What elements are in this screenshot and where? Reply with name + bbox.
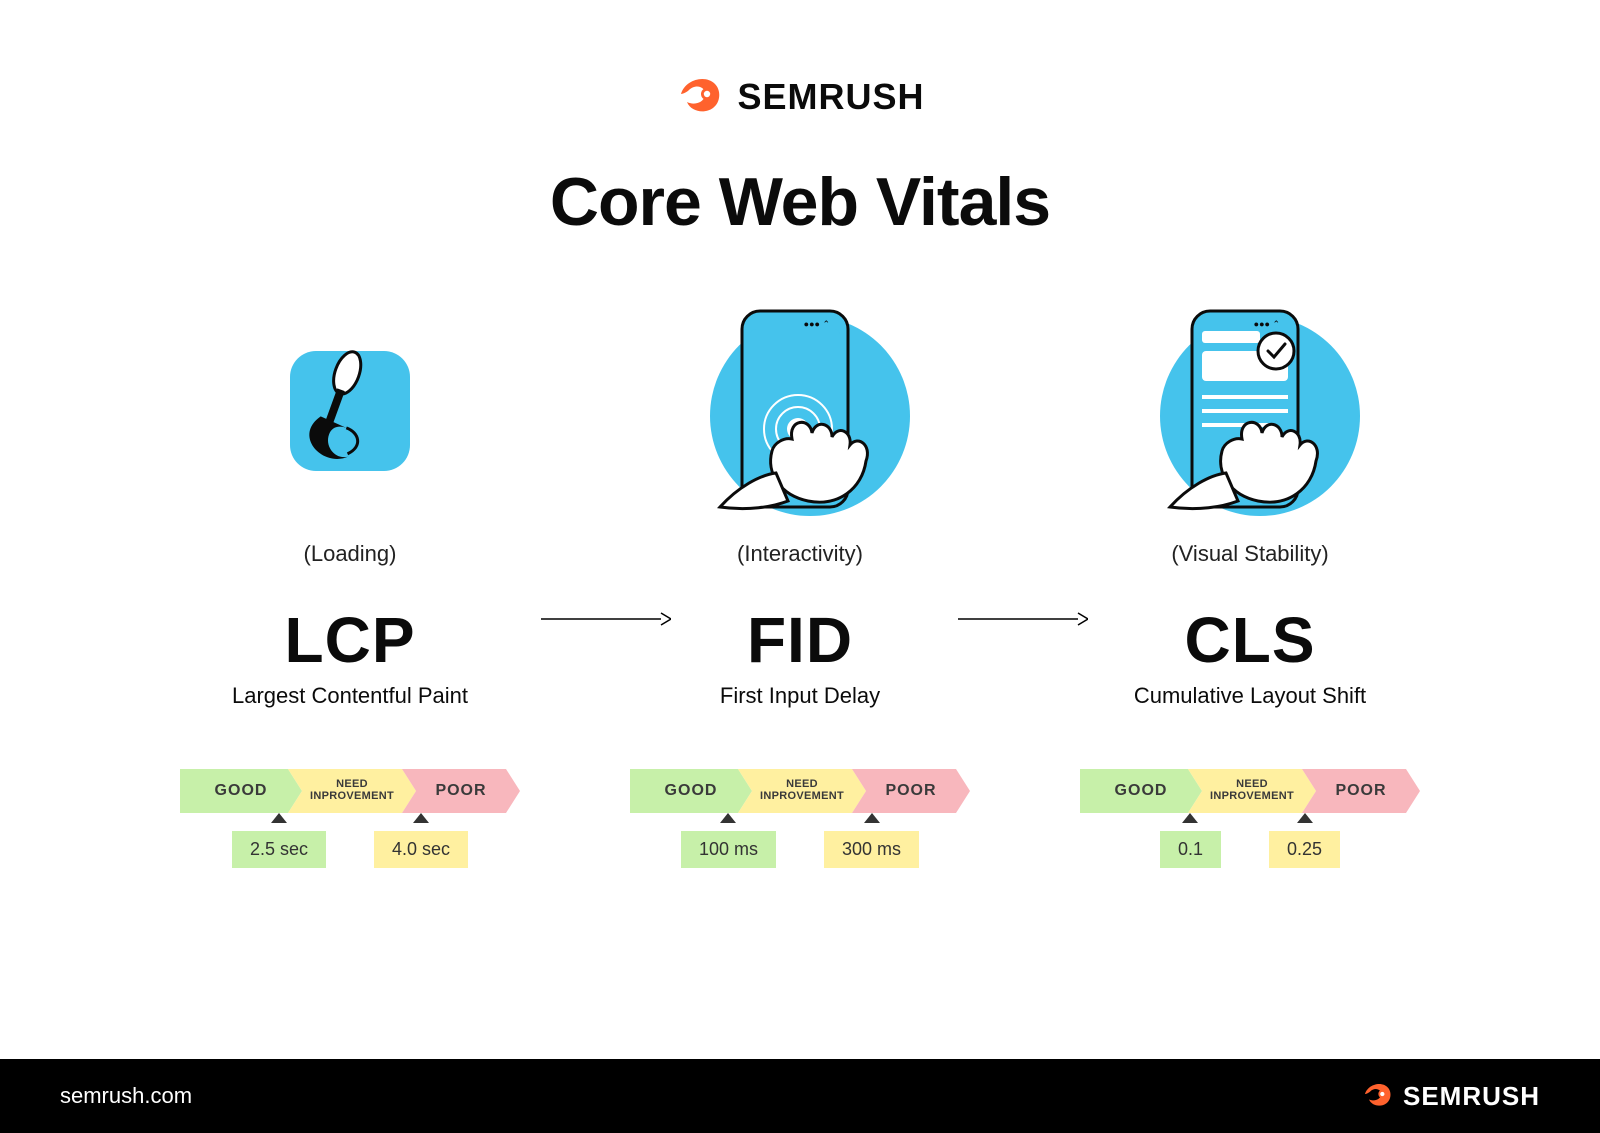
threshold-row: 0.1 0.25 [1160, 831, 1340, 868]
scale-good: GOOD [180, 769, 302, 813]
metric-fullname: Cumulative Layout Shift [1134, 683, 1366, 709]
footer-brand-name: SEMRUSH [1403, 1081, 1540, 1112]
chevron-row: GOOD NEEDINPROVEMENT POOR [180, 769, 520, 813]
header: SEMRUSH [80, 0, 1520, 123]
chevron-row: GOOD NEEDINPROVEMENT POOR [1080, 769, 1420, 813]
threshold-row: 100 ms 300 ms [681, 831, 919, 868]
scale-good: GOOD [630, 769, 752, 813]
scale-poor: POOR [852, 769, 970, 813]
metric-cls: ●●● ⌃ (Visual Stability) CLS Cumulative … [1070, 301, 1430, 868]
scale-poor: POOR [402, 769, 520, 813]
threshold-good: 0.1 [1160, 831, 1221, 868]
threshold-need: 0.25 [1269, 831, 1340, 868]
scale-need: NEEDINPROVEMENT [738, 769, 866, 813]
hand-phone-check-icon: ●●● ⌃ [1130, 301, 1370, 521]
metric-fullname: Largest Contentful Paint [232, 683, 468, 709]
metric-abbr: LCP [285, 603, 416, 677]
metric-subtitle: (Loading) [304, 541, 397, 567]
metric-lcp: (Loading) LCP Largest Contentful Paint G… [170, 301, 530, 868]
footer: semrush.com SEMRUSH [0, 1059, 1600, 1133]
page-title: Core Web Vitals [80, 163, 1520, 241]
threshold-row: 2.5 sec 4.0 sec [232, 831, 468, 868]
metric-scale: GOOD NEEDINPROVEMENT POOR 0.1 0.25 [1070, 769, 1430, 868]
brand-name: SEMRUSH [737, 76, 924, 118]
arrow-icon [958, 609, 1088, 629]
metric-abbr: CLS [1185, 603, 1316, 677]
chevron-row: GOOD NEEDINPROVEMENT POOR [630, 769, 970, 813]
threshold-good: 2.5 sec [232, 831, 326, 868]
metrics-row: (Loading) LCP Largest Contentful Paint G… [80, 301, 1520, 868]
semrush-flame-icon [1361, 1078, 1393, 1115]
arrow-icon [541, 609, 671, 629]
footer-url: semrush.com [60, 1083, 192, 1109]
hand-phone-tap-icon: ●●● ⌃ [680, 301, 920, 521]
metric-fullname: First Input Delay [720, 683, 880, 709]
metric-subtitle: (Interactivity) [737, 541, 863, 567]
metric-abbr: FID [747, 603, 853, 677]
threshold-need: 300 ms [824, 831, 919, 868]
scale-poor: POOR [1302, 769, 1420, 813]
threshold-good: 100 ms [681, 831, 776, 868]
metric-scale: GOOD NEEDINPROVEMENT POOR 100 ms 300 ms [620, 769, 980, 868]
metric-fid: ●●● ⌃ (Interactivity) FID First Input De… [620, 301, 980, 868]
scale-need: NEEDINPROVEMENT [1188, 769, 1316, 813]
svg-text:●●● ⌃: ●●● ⌃ [804, 319, 830, 329]
metric-subtitle: (Visual Stability) [1171, 541, 1328, 567]
semrush-flame-icon [675, 70, 723, 123]
paintbrush-icon [275, 301, 425, 521]
scale-good: GOOD [1080, 769, 1202, 813]
footer-brand: SEMRUSH [1361, 1078, 1540, 1115]
metric-scale: GOOD NEEDINPROVEMENT POOR 2.5 sec 4.0 se… [170, 769, 530, 868]
scale-need: NEEDINPROVEMENT [288, 769, 416, 813]
svg-text:●●● ⌃: ●●● ⌃ [1254, 319, 1280, 329]
threshold-need: 4.0 sec [374, 831, 468, 868]
